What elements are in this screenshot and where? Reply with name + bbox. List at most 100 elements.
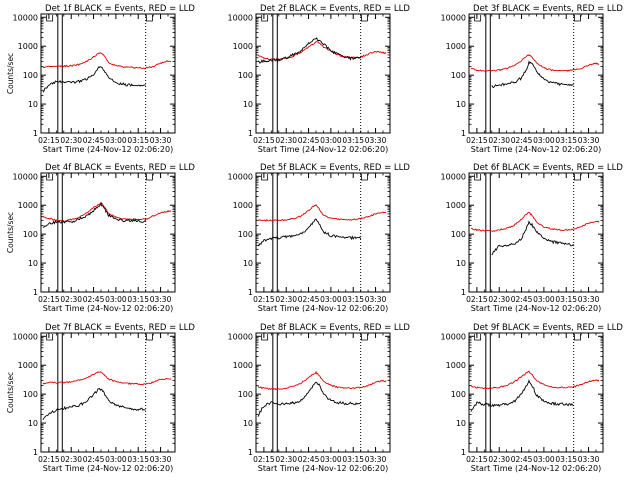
y-tick-label: 100 <box>238 230 253 239</box>
series-events-line <box>42 202 147 228</box>
x-tick-label: 03:30 <box>365 295 387 304</box>
x-tick-label: 02:45 <box>298 295 320 304</box>
plot-frame <box>468 13 604 134</box>
series-events-line <box>491 220 574 256</box>
panel-7: Det 7f BLACK = Events, RED = LLD 1 10 100 10… <box>6 323 195 473</box>
x-tick-label: 02:15 <box>253 136 275 145</box>
x-axis-label: Start Time (24-Nov-12 02:06:20) <box>258 464 388 473</box>
interval-marker <box>361 334 368 341</box>
y-tick-label: 10000 <box>441 332 466 341</box>
interval-marker <box>474 15 482 22</box>
y-tick-label: 10000 <box>228 13 253 22</box>
x-tick-label: 02:45 <box>511 136 533 145</box>
y-tick-label: 1000 <box>446 201 466 210</box>
y-tick-label: 10 <box>456 100 466 109</box>
y-tick-label: 1000 <box>18 42 38 51</box>
plot-frame <box>255 332 391 453</box>
y-axis-label: Counts/sec <box>6 372 15 413</box>
panel-title: Det 8f BLACK = Events, RED = LLD <box>260 323 410 333</box>
x-tick-label: 03:30 <box>150 136 172 145</box>
interval-marker <box>474 174 482 181</box>
interval-marker <box>574 174 581 181</box>
panel-title: Det 5f BLACK = Events, RED = LLD <box>260 163 410 173</box>
y-tick-label: 100 <box>23 71 38 80</box>
x-tick-label: 02:30 <box>60 455 82 464</box>
series-lld-line <box>257 370 387 391</box>
x-tick-label: 03:00 <box>105 455 127 464</box>
interval-marker <box>261 334 269 341</box>
interval-marker <box>474 334 482 341</box>
series-events-line <box>491 60 574 89</box>
panel-9: Det 9f BLACK = Events, RED = LLD 1 10 100 10… <box>441 323 624 473</box>
x-axis-label: Start Time (24-Nov-12 02:06:20) <box>43 464 173 473</box>
x-axis-label: Start Time (24-Nov-12 02:06:20) <box>43 145 173 154</box>
y-tick-label: 10000 <box>441 172 466 181</box>
y-tick-label: 100 <box>238 71 253 80</box>
panel-1: Det 1f BLACK = Events, RED = LLD 1 10 100 10… <box>6 4 195 154</box>
y-tick-label: 10000 <box>13 13 38 22</box>
x-tick-label: 03:00 <box>533 455 555 464</box>
interval-marker <box>46 334 54 341</box>
x-tick-label: 02:45 <box>298 136 320 145</box>
y-tick-label: 1 <box>33 448 38 457</box>
panel-title: Det 7f BLACK = Events, RED = LLD <box>45 323 195 333</box>
y-tick-label: 100 <box>451 230 466 239</box>
series-events-line <box>42 387 146 420</box>
x-tick-label: 02:45 <box>298 455 320 464</box>
y-tick-label: 10 <box>243 259 253 268</box>
y-tick-label: 1000 <box>18 361 38 370</box>
series-events-line <box>42 66 146 93</box>
x-tick-label: 02:15 <box>38 455 60 464</box>
interval-marker <box>574 334 581 341</box>
y-tick-label: 1 <box>461 129 466 138</box>
y-tick-label: 1 <box>248 288 253 297</box>
y-tick-label: 10 <box>243 100 253 109</box>
panel-title: Det 1f BLACK = Events, RED = LLD <box>45 4 195 14</box>
series-lld-line <box>257 40 387 61</box>
y-tick-label: 1000 <box>446 42 466 51</box>
series-events-line <box>257 381 362 417</box>
x-tick-label: 02:30 <box>275 136 297 145</box>
x-tick-label: 02:30 <box>488 455 510 464</box>
series-lld-line <box>42 52 172 70</box>
y-axis-label: Counts/sec <box>6 212 15 253</box>
y-tick-label: 1 <box>461 448 466 457</box>
x-tick-label: 03:00 <box>320 136 342 145</box>
panel-3: Det 3f BLACK = Events, RED = LLD 1 10 100 10… <box>441 4 624 154</box>
y-axis-label: Counts/sec <box>6 53 15 94</box>
x-tick-label: 02:30 <box>275 455 297 464</box>
plot-frame <box>255 172 391 293</box>
interval-marker <box>46 15 54 22</box>
plot-frame <box>255 13 391 134</box>
y-tick-label: 10 <box>456 259 466 268</box>
x-tick-label: 02:15 <box>38 136 60 145</box>
y-tick-label: 1 <box>248 129 253 138</box>
y-tick-label: 1000 <box>233 201 253 210</box>
plot-frame <box>468 172 604 293</box>
plot-frame <box>40 172 176 293</box>
x-axis-label: Start Time (24-Nov-12 02:06:20) <box>258 145 388 154</box>
plot-frame <box>468 332 604 453</box>
panel-title: Det 9f BLACK = Events, RED = LLD <box>473 323 623 333</box>
x-tick-label: 03:00 <box>320 295 342 304</box>
x-axis-label: Start Time (24-Nov-12 02:06:20) <box>471 464 601 473</box>
x-tick-label: 03:00 <box>105 295 127 304</box>
x-tick-label: 03:15 <box>127 136 149 145</box>
y-tick-label: 1 <box>33 129 38 138</box>
x-tick-label: 03:15 <box>342 295 364 304</box>
panel-8: Det 8f BLACK = Events, RED = LLD 1 10 100 10… <box>228 323 411 473</box>
x-tick-label: 03:00 <box>533 136 555 145</box>
x-axis-label: Start Time (24-Nov-12 02:06:20) <box>471 304 601 313</box>
plot-frame <box>40 13 176 134</box>
x-axis-label: Start Time (24-Nov-12 02:06:20) <box>258 304 388 313</box>
x-tick-label: 03:30 <box>365 136 387 145</box>
panel-5: Det 5f BLACK = Events, RED = LLD 1 10 100 10… <box>228 163 411 313</box>
x-tick-label: 02:45 <box>83 136 105 145</box>
y-tick-label: 10000 <box>228 332 253 341</box>
x-tick-label: 03:00 <box>105 136 127 145</box>
y-tick-label: 10000 <box>13 172 38 181</box>
x-tick-label: 03:15 <box>342 455 364 464</box>
x-tick-label: 02:15 <box>253 455 275 464</box>
y-tick-label: 100 <box>451 390 466 399</box>
